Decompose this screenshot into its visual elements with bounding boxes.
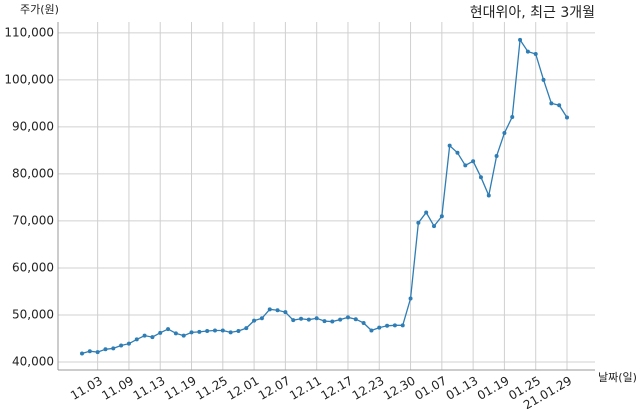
x-tick-label: 12.01: [225, 374, 262, 403]
data-point: [463, 163, 468, 168]
data-point: [189, 330, 194, 335]
data-point: [197, 329, 202, 334]
data-point: [432, 224, 437, 229]
line-series: [81, 38, 568, 355]
data-point: [291, 318, 296, 323]
data-point: [345, 315, 350, 320]
data-point: [228, 330, 233, 335]
y-tick-label: 40,000: [12, 355, 54, 369]
data-point: [361, 320, 366, 325]
data-point: [518, 37, 523, 42]
data-point: [541, 77, 546, 82]
data-point: [134, 337, 139, 342]
data-point: [447, 143, 452, 148]
data-point: [103, 347, 108, 352]
data-point: [299, 316, 304, 321]
data-point: [478, 175, 483, 180]
data-point: [119, 343, 124, 348]
data-point: [533, 51, 538, 56]
data-point: [455, 150, 460, 155]
data-point: [330, 319, 335, 324]
x-tick-label: 12.30: [381, 374, 418, 403]
data-point: [80, 351, 84, 356]
data-point: [471, 159, 476, 164]
data-point: [244, 326, 249, 331]
y-tick-label: 80,000: [12, 166, 54, 180]
y-tick-label: 100,000: [4, 72, 54, 86]
data-point: [314, 316, 319, 321]
data-point: [486, 193, 491, 198]
data-point: [173, 331, 178, 336]
x-tick-label: 11.09: [99, 374, 136, 403]
data-point: [549, 101, 554, 106]
data-point: [111, 346, 116, 351]
x-tick-label: 11.19: [162, 374, 199, 403]
y-tick-label: 110,000: [4, 25, 54, 39]
data-point: [502, 130, 507, 135]
chart-title: 현대위아, 최근 3개월: [470, 5, 595, 21]
y-tick-label: 60,000: [12, 260, 54, 274]
data-point: [565, 115, 569, 120]
data-point: [205, 328, 210, 333]
data-point: [439, 214, 444, 219]
x-tick-label: 01.07: [412, 374, 449, 403]
data-point: [385, 323, 390, 328]
data-point: [408, 296, 413, 301]
y-tick-label: 50,000: [12, 307, 54, 321]
x-tick-label: 11.13: [131, 374, 168, 403]
data-point: [306, 317, 311, 322]
x-tick-label: 11.25: [193, 374, 230, 403]
y-tick-label: 70,000: [12, 213, 54, 227]
data-point: [338, 317, 343, 322]
x-tick-label: 12.23: [350, 374, 387, 403]
data-point: [494, 154, 499, 159]
data-point: [126, 341, 131, 346]
data-point: [212, 328, 217, 333]
data-point: [158, 330, 163, 335]
x-axis-label: 날짜(일): [598, 370, 637, 384]
data-point: [510, 114, 515, 119]
x-tick-label: 01.19: [475, 374, 512, 403]
data-point: [87, 349, 92, 354]
data-point: [400, 323, 405, 328]
data-point: [166, 327, 171, 332]
data-point: [525, 49, 530, 54]
data-point: [416, 220, 421, 225]
data-point: [275, 308, 280, 313]
data-point: [95, 350, 100, 355]
data-point: [259, 316, 264, 321]
x-tick-label: 11.03: [68, 374, 105, 403]
data-point: [377, 325, 382, 330]
data-point: [557, 103, 562, 108]
data-point: [424, 210, 429, 215]
data-point: [236, 328, 241, 333]
y-axis-label: 주가(원): [20, 3, 59, 16]
data-point: [220, 328, 225, 333]
data-point: [369, 328, 374, 333]
x-tick-label: 12.07: [256, 374, 293, 403]
data-point: [267, 307, 272, 312]
x-tick-label: 01.13: [444, 374, 481, 403]
data-point: [353, 317, 358, 322]
data-point: [283, 310, 288, 315]
x-tick-label: 12.17: [318, 374, 355, 403]
data-point: [252, 318, 257, 323]
data-point: [181, 333, 186, 338]
data-point: [392, 323, 397, 328]
x-tick-label: 12.11: [287, 374, 324, 403]
data-point: [322, 319, 327, 324]
data-point: [150, 335, 155, 340]
data-point: [142, 333, 147, 338]
y-tick-label: 90,000: [12, 119, 54, 133]
